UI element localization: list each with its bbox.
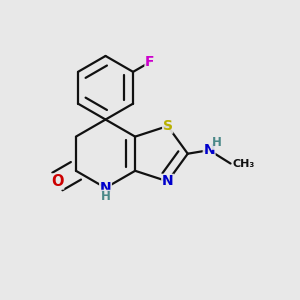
Text: N: N bbox=[162, 174, 173, 188]
Text: CH₃: CH₃ bbox=[233, 158, 255, 169]
Text: H: H bbox=[100, 190, 110, 203]
Text: H: H bbox=[212, 136, 221, 149]
Text: S: S bbox=[163, 119, 172, 133]
Text: N: N bbox=[203, 143, 215, 157]
Text: F: F bbox=[145, 55, 154, 69]
Text: O: O bbox=[51, 174, 64, 189]
Text: N: N bbox=[100, 181, 111, 195]
